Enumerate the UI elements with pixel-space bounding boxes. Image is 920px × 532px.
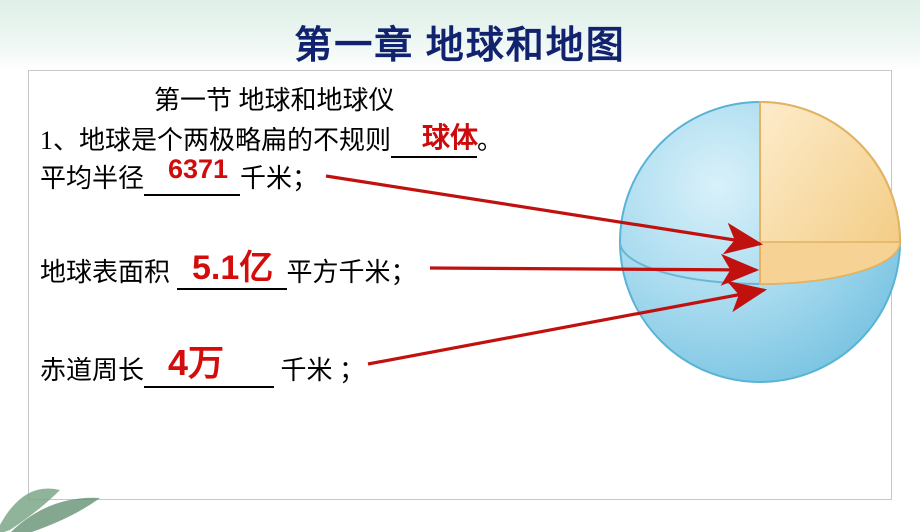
chapter-title: 第一章 地球和地图 bbox=[0, 14, 920, 69]
globe-diagram bbox=[610, 92, 910, 392]
leaf-decor bbox=[0, 470, 110, 532]
slide: 第一章 地球和地图 第一节 地球和地球仪 1、地球是个两极略扁的不规则____。… bbox=[0, 0, 920, 532]
line3-prefix: 地球表面积 bbox=[40, 258, 177, 287]
answer-radius: 6371 bbox=[168, 154, 228, 185]
answer-equator-length: 4万 bbox=[168, 334, 224, 386]
line4-suffix: 千米 ； bbox=[274, 356, 365, 385]
answer-sphere: 球体 bbox=[422, 116, 478, 156]
line2-suffix: 千米； bbox=[240, 164, 318, 193]
line1-prefix: 1、地球是个两极略扁的不规则 bbox=[40, 126, 391, 155]
line1-suffix: 。 bbox=[477, 126, 503, 155]
line2-prefix: 平均半径 bbox=[40, 164, 144, 193]
line3-suffix: 平方千米； bbox=[287, 258, 417, 287]
answer-surface-area: 5.1亿 bbox=[192, 240, 273, 289]
globe-svg bbox=[610, 92, 910, 392]
section-title: 第一节 地球和地球仪 bbox=[154, 80, 395, 117]
line4-prefix: 赤道周长 bbox=[40, 356, 144, 385]
